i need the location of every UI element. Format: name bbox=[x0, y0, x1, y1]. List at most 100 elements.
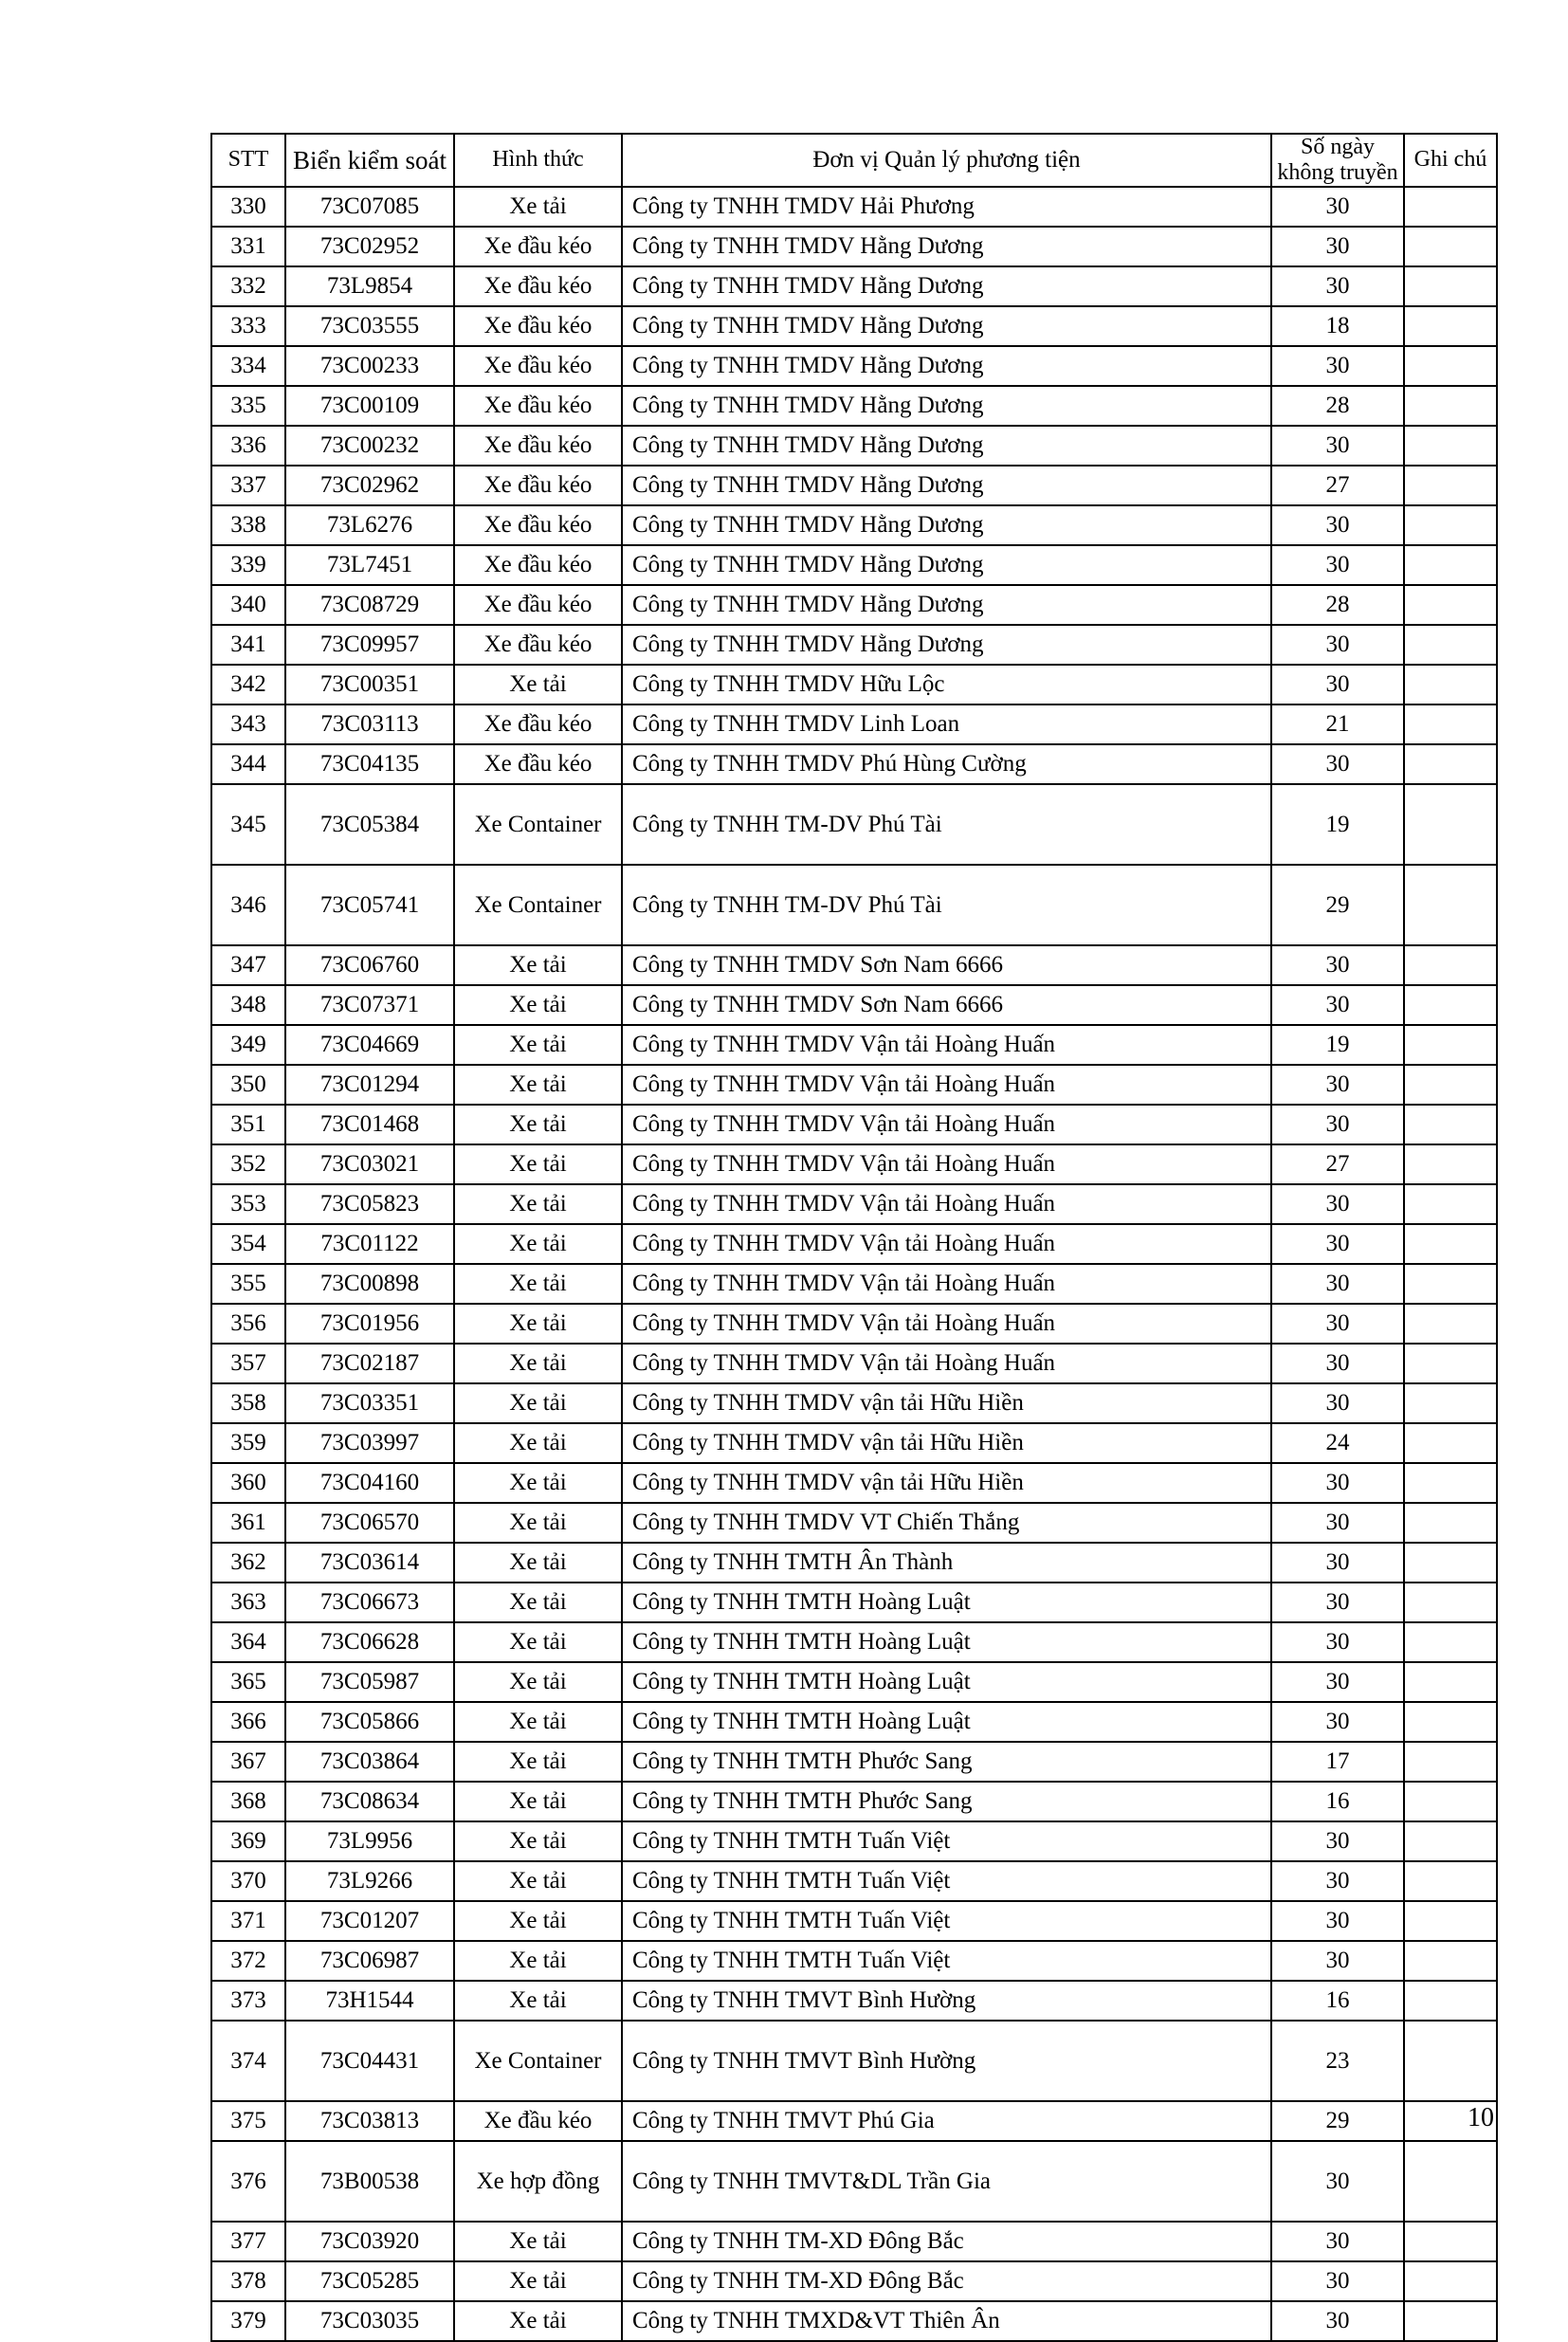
row-note bbox=[1403, 1302, 1498, 1345]
table-row: 365 73C05987 Xe tải Công ty TNHH TMTH Hoàng… bbox=[210, 1660, 1498, 1703]
row-unit: Công ty TNHH TMTH Tuấn Việt bbox=[621, 1939, 1272, 1982]
row-plate: 73C05285 bbox=[284, 2260, 455, 2302]
row-stt: 378 bbox=[210, 2260, 286, 2302]
row-stt: 340 bbox=[210, 583, 286, 626]
row-form: Xe tải bbox=[453, 1700, 623, 1743]
table-row: 338 73L6276 Xe đầu kéo Công ty TNHH TMDV Hằ… bbox=[210, 503, 1498, 546]
row-days: 23 bbox=[1270, 2019, 1405, 2102]
row-note bbox=[1403, 943, 1498, 986]
row-days: 30 bbox=[1270, 1182, 1405, 1225]
row-days: 30 bbox=[1270, 1581, 1405, 1623]
row-note bbox=[1403, 543, 1498, 586]
row-form: Xe hợp đồng bbox=[453, 2139, 623, 2223]
row-plate: 73C05384 bbox=[284, 782, 455, 866]
row-days: 30 bbox=[1270, 503, 1405, 546]
row-days: 19 bbox=[1270, 782, 1405, 866]
table-row: 340 73C08729 Xe đầu kéo Công ty TNHH TMDV H… bbox=[210, 583, 1498, 626]
row-plate: 73C04160 bbox=[284, 1461, 455, 1504]
row-note bbox=[1403, 225, 1498, 267]
row-plate: 73C03035 bbox=[284, 2299, 455, 2342]
table-row: 357 73C02187 Xe tải Công ty TNHH TMDV Vận t… bbox=[210, 1342, 1498, 1384]
table-row: 358 73C03351 Xe tải Công ty TNHH TMDV vận t… bbox=[210, 1381, 1498, 1424]
table-row: 333 73C03555 Xe đầu kéo Công ty TNHH TMDV H… bbox=[210, 304, 1498, 347]
table-row: 335 73C00109 Xe đầu kéo Công ty TNHH TMDV H… bbox=[210, 384, 1498, 427]
row-form: Xe tải bbox=[453, 1143, 623, 1185]
row-form: Xe đầu kéo bbox=[453, 2099, 623, 2142]
row-plate: 73L9854 bbox=[284, 265, 455, 307]
row-form: Xe đầu kéo bbox=[453, 225, 623, 267]
row-form: Xe Container bbox=[453, 782, 623, 866]
table-row: 364 73C06628 Xe tải Công ty TNHH TMTH Hoàng… bbox=[210, 1620, 1498, 1663]
document-page: STT Biển kiểm soát Hình thức Đơn vị Quản… bbox=[210, 133, 1498, 2342]
row-stt: 330 bbox=[210, 185, 286, 228]
row-unit: Công ty TNHH TMTH Hoàng Luật bbox=[621, 1700, 1272, 1743]
row-note bbox=[1403, 1421, 1498, 1464]
row-days: 21 bbox=[1270, 703, 1405, 745]
row-stt: 363 bbox=[210, 1581, 286, 1623]
table-row: 356 73C01956 Xe tải Công ty TNHH TMDV Vận t… bbox=[210, 1302, 1498, 1345]
row-note bbox=[1403, 2260, 1498, 2302]
row-note bbox=[1403, 2299, 1498, 2342]
row-plate: 73C08729 bbox=[284, 583, 455, 626]
row-note bbox=[1403, 2139, 1498, 2223]
row-stt: 356 bbox=[210, 1302, 286, 1345]
table-row: 371 73C01207 Xe tải Công ty TNHH TMTH Tuấn … bbox=[210, 1899, 1498, 1942]
row-days: 27 bbox=[1270, 1143, 1405, 1185]
row-note bbox=[1403, 424, 1498, 467]
row-form: Xe đầu kéo bbox=[453, 583, 623, 626]
row-plate: 73C01956 bbox=[284, 1302, 455, 1345]
row-form: Xe tải bbox=[453, 1780, 623, 1822]
row-days: 19 bbox=[1270, 1023, 1405, 1066]
table-row: 345 73C05384 Xe Container Công ty TNHH TM-D… bbox=[210, 782, 1498, 866]
table-row: 344 73C04135 Xe đầu kéo Công ty TNHH TMDV P… bbox=[210, 742, 1498, 785]
row-note bbox=[1403, 1501, 1498, 1544]
row-plate: 73C00233 bbox=[284, 344, 455, 387]
row-days: 30 bbox=[1270, 1859, 1405, 1902]
row-plate: 73C01468 bbox=[284, 1103, 455, 1145]
row-stt: 338 bbox=[210, 503, 286, 546]
table-row: 362 73C03614 Xe tải Công ty TNHH TMTH Ân Th… bbox=[210, 1541, 1498, 1583]
row-form: Xe tải bbox=[453, 2220, 623, 2262]
table-row: 359 73C03997 Xe tải Công ty TNHH TMDV vận t… bbox=[210, 1421, 1498, 1464]
table-row: 376 73B00538 Xe hợp đồng Công ty TNHH TMVT&… bbox=[210, 2139, 1498, 2223]
row-stt: 369 bbox=[210, 1820, 286, 1862]
row-note bbox=[1403, 742, 1498, 785]
table-row: 348 73C07371 Xe tải Công ty TNHH TMDV Sơn N… bbox=[210, 983, 1498, 1026]
row-plate: 73C04669 bbox=[284, 1023, 455, 1066]
row-stt: 355 bbox=[210, 1262, 286, 1305]
row-plate: 73C05866 bbox=[284, 1700, 455, 1743]
row-stt: 350 bbox=[210, 1063, 286, 1106]
row-unit: Công ty TNHH TMDV Sơn Nam 6666 bbox=[621, 943, 1272, 986]
row-note bbox=[1403, 782, 1498, 866]
row-days: 30 bbox=[1270, 1222, 1405, 1265]
row-days: 29 bbox=[1270, 2099, 1405, 2142]
row-stt: 339 bbox=[210, 543, 286, 586]
row-plate: 73C03351 bbox=[284, 1381, 455, 1424]
row-unit: Công ty TNHH TMTH Ân Thành bbox=[621, 1541, 1272, 1583]
row-form: Xe tải bbox=[453, 2260, 623, 2302]
row-unit: Công ty TNHH TMDV Vận tải Hoàng Huấn bbox=[621, 1222, 1272, 1265]
row-stt: 358 bbox=[210, 1381, 286, 1424]
row-plate: 73C03813 bbox=[284, 2099, 455, 2142]
row-stt: 347 bbox=[210, 943, 286, 986]
row-form: Xe đầu kéo bbox=[453, 464, 623, 506]
row-form: Xe đầu kéo bbox=[453, 543, 623, 586]
row-form: Xe tải bbox=[453, 1820, 623, 1862]
row-form: Xe tải bbox=[453, 1581, 623, 1623]
row-form: Xe tải bbox=[453, 1302, 623, 1345]
row-stt: 341 bbox=[210, 623, 286, 666]
row-form: Xe tải bbox=[453, 1103, 623, 1145]
row-form: Xe tải bbox=[453, 1421, 623, 1464]
row-stt: 335 bbox=[210, 384, 286, 427]
row-unit: Công ty TNHH TMTH Hoàng Luật bbox=[621, 1660, 1272, 1703]
row-plate: 73C06760 bbox=[284, 943, 455, 986]
column-header-stt: STT bbox=[210, 133, 286, 188]
row-unit: Công ty TNHH TMTH Tuấn Việt bbox=[621, 1820, 1272, 1862]
table-row: 373 73H1544 Xe tải Công ty TNHH TMVT Bình H… bbox=[210, 1979, 1498, 2022]
row-form: Xe tải bbox=[453, 2299, 623, 2342]
row-form: Xe đầu kéo bbox=[453, 424, 623, 467]
row-days: 30 bbox=[1270, 1700, 1405, 1743]
table-row: 337 73C02962 Xe đầu kéo Công ty TNHH TMDV H… bbox=[210, 464, 1498, 506]
row-days: 18 bbox=[1270, 304, 1405, 347]
row-days: 30 bbox=[1270, 2139, 1405, 2223]
